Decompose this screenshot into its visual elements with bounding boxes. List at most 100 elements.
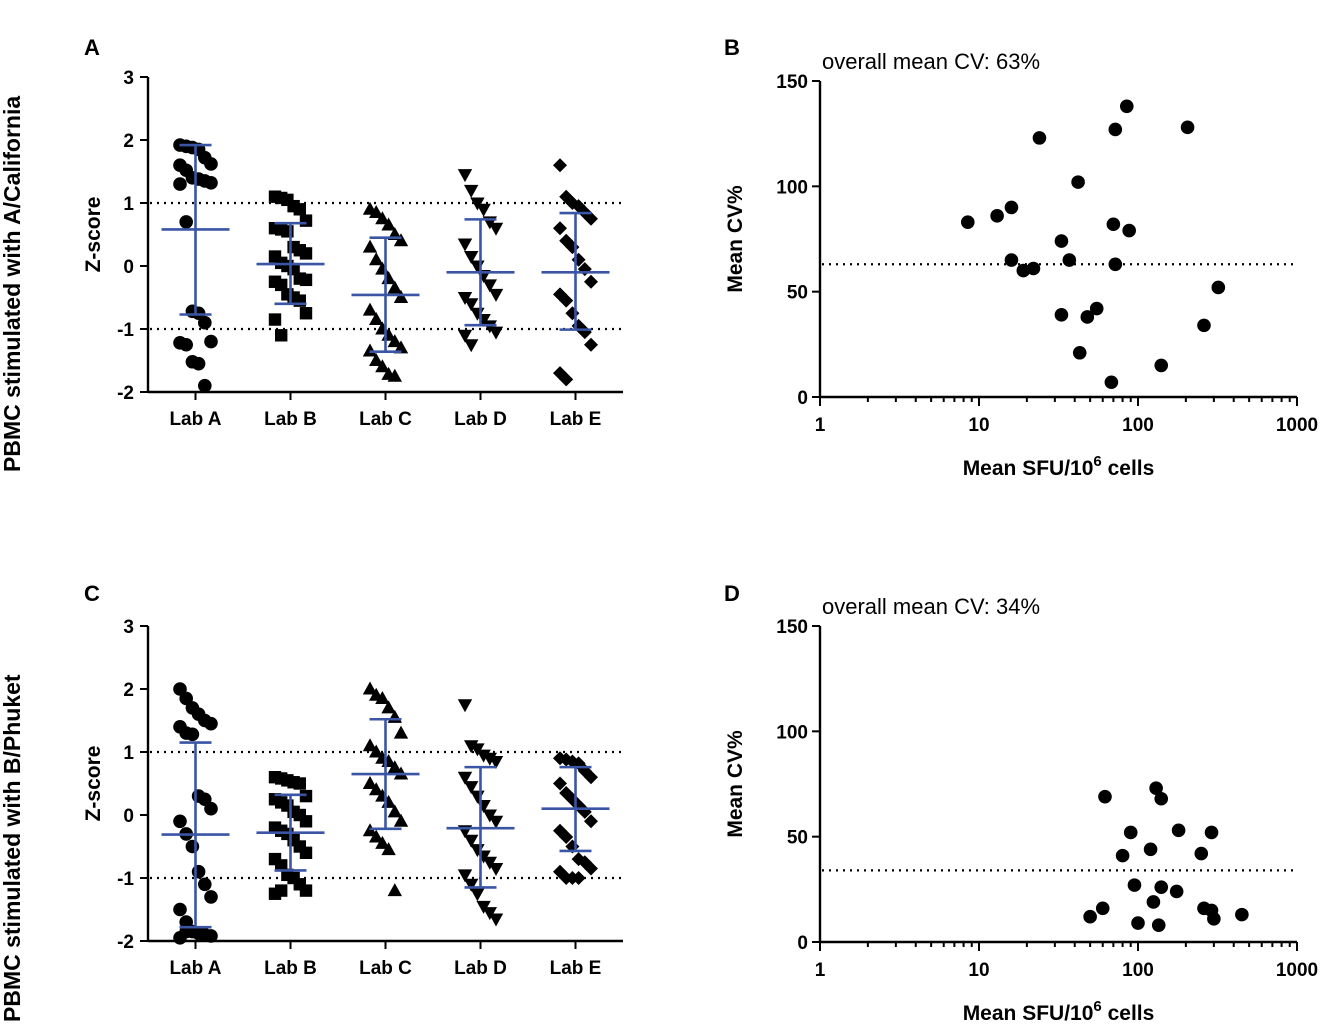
data-point — [393, 725, 409, 739]
panel-letter: D — [724, 581, 740, 606]
data-point — [464, 781, 479, 795]
annotation: overall mean CV: 34% — [822, 594, 1040, 619]
data-point — [1211, 280, 1226, 295]
y-tick-label: 100 — [776, 177, 808, 198]
x-tick-label: Lab D — [454, 958, 507, 979]
data-point — [488, 815, 504, 829]
data-point — [299, 307, 313, 320]
panel-letter: B — [724, 35, 740, 60]
data-point — [1146, 895, 1161, 909]
x-tick-label: Lab E — [550, 958, 602, 979]
data-point — [375, 690, 390, 704]
data-point — [1054, 234, 1069, 248]
data-point — [204, 801, 218, 816]
data-point — [457, 771, 473, 785]
data-point — [369, 312, 384, 326]
x-axis-title: Mean SFU/106 cells — [963, 453, 1155, 480]
y-tick-label: 2 — [123, 680, 134, 701]
data-point — [476, 203, 491, 217]
data-point — [559, 293, 574, 308]
data-point — [204, 929, 218, 943]
data-point — [553, 158, 567, 173]
data-point — [387, 804, 402, 818]
data-point — [198, 315, 212, 330]
y-tick-label: -1 — [117, 320, 134, 341]
data-point — [393, 290, 409, 303]
data-point — [1180, 120, 1195, 135]
data-point — [1149, 781, 1163, 796]
data-point — [1054, 308, 1069, 322]
data-point — [1154, 358, 1169, 373]
data-point — [1098, 789, 1112, 804]
data-point — [457, 238, 473, 252]
data-point — [173, 177, 187, 191]
data-point — [488, 326, 504, 340]
data-point — [559, 830, 574, 845]
y-tick-label: 50 — [787, 828, 808, 849]
data-point — [584, 274, 598, 289]
data-point — [1169, 884, 1184, 899]
y-axis-title: Mean CV% — [724, 730, 747, 838]
data-point — [369, 204, 384, 218]
data-point — [1151, 918, 1166, 932]
data-point — [299, 846, 313, 859]
data-point — [1071, 175, 1085, 189]
data-point — [1204, 825, 1219, 840]
data-point — [1115, 848, 1130, 863]
data-point — [362, 302, 378, 316]
data-point — [191, 356, 206, 371]
x-tick-label: Lab A — [169, 958, 221, 979]
y-axis-title: Z-score — [82, 746, 105, 822]
y-tick-label: 3 — [123, 68, 134, 89]
y-tick-label: 1 — [123, 194, 134, 215]
data-point — [1194, 846, 1209, 861]
data-point — [299, 214, 313, 227]
x-axis-title-tail: cells — [1102, 1002, 1155, 1024]
data-point — [387, 760, 402, 774]
y-tick-label: 2 — [123, 131, 134, 152]
data-point — [584, 861, 598, 876]
data-point — [1095, 901, 1110, 916]
data-point — [1016, 263, 1031, 278]
data-point — [179, 215, 193, 229]
data-point — [1207, 912, 1221, 926]
data-point — [464, 251, 479, 265]
data-point — [198, 378, 212, 393]
data-point — [1032, 131, 1047, 145]
x-axis-title: Mean SFU/106 cells — [963, 998, 1155, 1024]
data-point — [375, 359, 390, 373]
data-point — [464, 298, 479, 312]
y-tick-label: -1 — [117, 869, 134, 890]
y-tick-label: 0 — [797, 933, 808, 954]
y-axis-title: Z-score — [82, 197, 105, 273]
x-tick-label: 1000 — [1276, 960, 1318, 981]
data-point — [1004, 253, 1019, 267]
y-tick-label: 50 — [787, 283, 808, 304]
y-tick-label: -2 — [117, 932, 134, 953]
data-point — [387, 883, 402, 897]
data-point — [191, 864, 206, 879]
data-point — [565, 306, 580, 321]
data-point — [1123, 825, 1138, 840]
data-point — [299, 247, 313, 260]
x-axis-title-tail: cells — [1102, 457, 1155, 480]
data-point — [1104, 375, 1119, 390]
y-tick-label: 150 — [776, 617, 808, 638]
data-point — [559, 372, 574, 387]
y-tick-label: -2 — [117, 383, 134, 404]
data-point — [275, 884, 288, 897]
data-point — [990, 209, 1004, 223]
data-point — [1197, 318, 1211, 333]
data-point — [960, 215, 975, 229]
x-axis-title-main: Mean SFU/10 — [963, 1002, 1094, 1024]
data-point — [553, 221, 567, 236]
x-axis-title-superscript: 6 — [1093, 998, 1101, 1015]
y-tick-label: 0 — [123, 806, 134, 827]
data-point — [1089, 301, 1104, 316]
x-tick-label: Lab A — [169, 409, 221, 430]
data-point — [1106, 217, 1121, 232]
data-point — [482, 279, 497, 293]
data-point — [381, 700, 396, 714]
data-point — [584, 211, 598, 226]
